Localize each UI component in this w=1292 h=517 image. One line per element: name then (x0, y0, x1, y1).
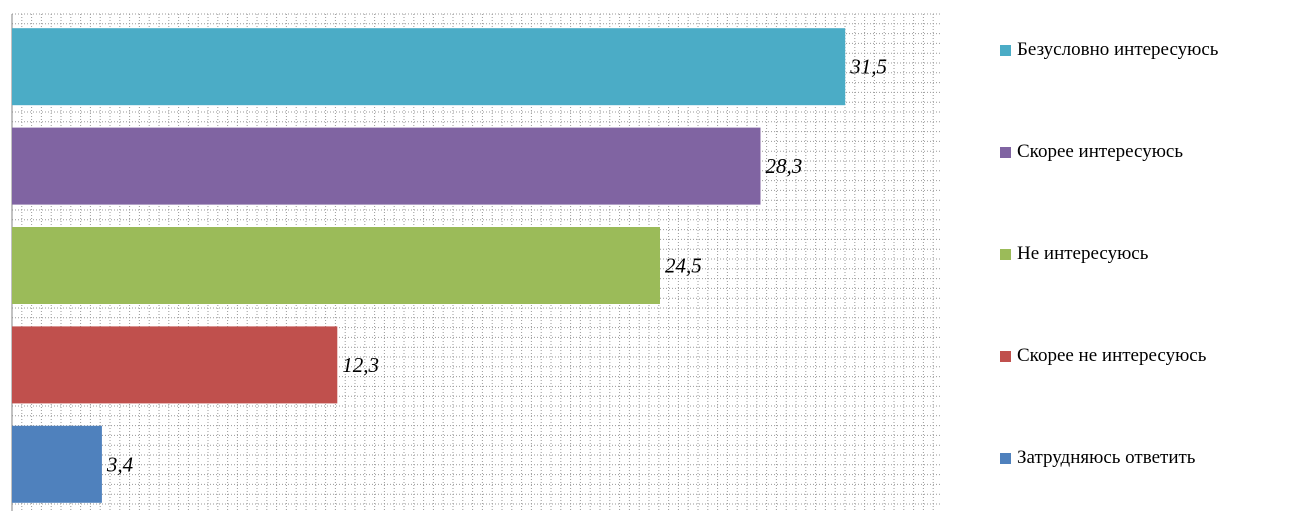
legend-swatch (1000, 452, 1011, 464)
bar-value-label: 28,3 (766, 154, 803, 178)
legend-swatch (1000, 350, 1011, 362)
bars (12, 28, 846, 503)
legend-item: Скорее не интересуюсь (1000, 344, 1206, 368)
bar-value-label: 12,3 (342, 353, 379, 377)
bar (12, 326, 338, 404)
bar (12, 127, 761, 205)
bar (12, 227, 660, 304)
bar-value-label: 3,4 (106, 452, 134, 476)
legend-item: Скорее интересуюсь (1000, 140, 1183, 164)
legend-label: Безусловно интересуюсь (1017, 39, 1219, 60)
legend-swatch (1000, 44, 1011, 56)
legend-item: Не интересуюсь (1000, 242, 1148, 266)
legend-swatch (1000, 146, 1011, 158)
bar (12, 28, 846, 106)
bar (12, 425, 102, 503)
legend-label: Скорее не интересуюсь (1017, 345, 1207, 366)
bar-value-label: 31,5 (849, 55, 887, 79)
legend-item: Безусловно интересуюсь (1000, 38, 1218, 62)
legend-label: Затрудняюсь ответить (1017, 447, 1196, 468)
legend-label: Скорее интересуюсь (1017, 141, 1184, 162)
bar-value-label: 24,5 (665, 254, 702, 278)
legend-item: Затрудняюсь ответить (1000, 446, 1195, 470)
legend-label: Не интересуюсь (1017, 243, 1149, 264)
value-labels: 31,5 28,3 24,5 12,3 3,4 (106, 55, 887, 477)
legend-swatch (1000, 248, 1011, 260)
